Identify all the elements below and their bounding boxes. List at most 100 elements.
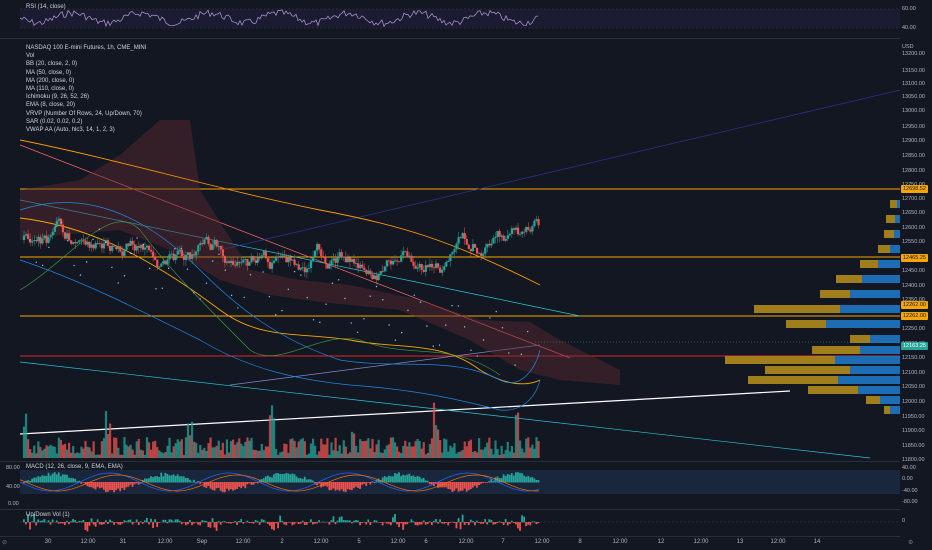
pane-separator[interactable]: [0, 38, 900, 39]
candle: [139, 244, 142, 248]
updown-bar: [92, 522, 95, 525]
sar-dot: [186, 268, 189, 270]
macd-tick: -80.00: [902, 499, 918, 505]
legend-item[interactable]: Ichimoku (9, 26, 52, 26): [26, 94, 90, 101]
legend-item[interactable]: MA (110, close, 0): [26, 86, 74, 93]
macd-histogram-bar: [324, 482, 327, 486]
candle: [350, 259, 354, 262]
legend-item[interactable]: MA (200, close, 0): [26, 77, 75, 84]
macd-histogram-bar: [164, 472, 167, 483]
vrvp-up-bar: [860, 346, 900, 354]
price-tick: 11800.00: [902, 457, 925, 463]
candle: [113, 245, 116, 247]
updown-pane[interactable]: [20, 510, 900, 536]
vrvp-down-bar: [884, 230, 894, 238]
updown-bar: [225, 522, 228, 524]
candle: [186, 252, 190, 255]
settings-icon[interactable]: ⚙: [908, 540, 914, 546]
price-tick: 13150.00: [902, 68, 925, 74]
time-label: 30: [44, 539, 52, 545]
macd-histogram-bar: [121, 482, 124, 489]
legend-item[interactable]: BB (20, close, 2, 0): [26, 61, 78, 68]
macd-histogram-bar: [297, 478, 300, 483]
updown-bar: [322, 521, 325, 523]
volume-bar: [512, 452, 516, 458]
updown-label: Up/Down Vol (1): [26, 512, 70, 518]
macd-histogram-bar: [53, 472, 56, 483]
volume-bar: [229, 441, 233, 458]
updown-bar: [217, 521, 220, 523]
legend-item[interactable]: SAR (0.02, 0.02, 0.2): [26, 118, 83, 125]
candle: [96, 243, 99, 244]
updown-bar: [215, 522, 218, 531]
sar-dot: [104, 241, 107, 243]
volume-bar: [191, 421, 194, 458]
updown-bar: [123, 520, 126, 523]
macd-histogram-bar: [184, 477, 187, 483]
legend-item[interactable]: VRVP (Number Of Rows, 24, Up/Down, 70): [26, 110, 142, 117]
candle: [147, 245, 151, 251]
volume-bar: [213, 447, 216, 458]
macd-histogram-bar: [402, 474, 405, 483]
updown-bar: [332, 516, 335, 523]
price-tick: 13100.00: [902, 81, 925, 87]
updown-bar: [68, 522, 70, 525]
candle: [426, 265, 429, 268]
candle: [531, 226, 534, 232]
macd-histogram-bar: [160, 472, 163, 483]
pane-separator[interactable]: [0, 461, 900, 462]
updown-bar: [74, 520, 77, 523]
candle: [248, 261, 251, 266]
volume-bar: [361, 441, 364, 458]
volume-bar: [104, 411, 108, 458]
updown-bar: [426, 522, 429, 525]
candle: [373, 275, 376, 280]
volume-bar: [322, 444, 325, 458]
rsi-pane[interactable]: [19, 2, 900, 36]
legend-item[interactable]: VWAP AA (Auto, hlc3, 14, 1, 2, 3): [26, 127, 115, 134]
updown-bar: [205, 521, 208, 523]
macd-histogram-bar: [176, 474, 179, 483]
macd-histogram-bar: [301, 478, 304, 483]
vrvp-down-bar: [860, 260, 878, 268]
volume-bar: [393, 442, 397, 458]
legend-item[interactable]: EMA (8, close, 20): [26, 102, 76, 109]
candle: [457, 237, 460, 244]
volume-bar: [340, 453, 343, 458]
updown-bar: [402, 522, 405, 530]
macd-histogram-bar: [461, 482, 464, 491]
vrvp-down-bar: [786, 320, 826, 328]
price-chart: [19, 89, 901, 459]
legend-item[interactable]: MA (50, close, 0): [26, 69, 72, 76]
sar-dot: [29, 239, 31, 241]
updown-bar: [406, 522, 409, 525]
vrvp-up-bar: [890, 245, 900, 253]
legend-item[interactable]: Vol: [26, 53, 35, 60]
pane-separator[interactable]: [0, 509, 900, 510]
updown-bar: [61, 522, 64, 524]
sar-dot: [256, 261, 258, 263]
main-pane[interactable]: [19, 40, 901, 460]
macd-histogram-bar: [123, 482, 126, 490]
macd-histogram-bar: [59, 476, 62, 483]
volume-bar: [227, 452, 231, 458]
candle: [490, 243, 493, 246]
price-tag: 12465.25: [901, 254, 928, 262]
candle: [357, 263, 360, 269]
candle: [94, 243, 97, 249]
candle: [170, 253, 173, 255]
macd-histogram-bar: [238, 482, 241, 487]
candle: [268, 262, 272, 269]
candle: [346, 257, 349, 263]
updown-bar: [82, 519, 85, 523]
updown-bar: [496, 522, 499, 523]
updown-bar: [381, 522, 384, 526]
symbol-title[interactable]: NASDAQ 100 E-mini Futures, 1h, CME_MINI: [26, 45, 147, 51]
updown-bar: [512, 522, 515, 523]
updown-bar: [291, 522, 294, 526]
macd-pane[interactable]: [19, 462, 900, 508]
candle: [523, 231, 526, 233]
sar-dot: [338, 279, 340, 281]
timezone-icon[interactable]: ⊘: [2, 540, 8, 546]
volume-bar: [117, 447, 120, 458]
